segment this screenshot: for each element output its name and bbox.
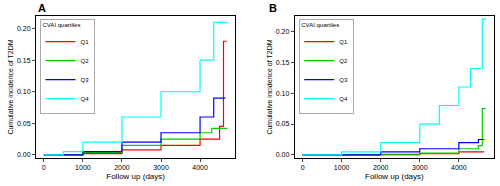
svg-text:Q3: Q3: [80, 77, 89, 83]
svg-text:0.20: 0.20: [17, 25, 31, 32]
svg-text:CVAI quartiles: CVAI quartiles: [42, 22, 80, 28]
svg-text:Q1: Q1: [339, 39, 348, 45]
svg-text:2000: 2000: [373, 164, 389, 171]
svg-text:Follow up (days): Follow up (days): [106, 172, 165, 181]
svg-text:0.10: 0.10: [276, 90, 290, 97]
svg-text:B: B: [269, 2, 277, 14]
svg-text:0.20: 0.20: [276, 28, 290, 35]
svg-text:3000: 3000: [412, 164, 428, 171]
svg-text:0.15: 0.15: [276, 59, 290, 66]
svg-text:Cumulative incidence of T2DM: Cumulative incidence of T2DM: [266, 39, 273, 134]
svg-text:0.10: 0.10: [17, 88, 31, 95]
svg-text:3000: 3000: [153, 164, 169, 171]
svg-text:0.05: 0.05: [17, 120, 31, 127]
svg-text:Q2: Q2: [339, 58, 348, 64]
svg-text:Follow up (days): Follow up (days): [365, 172, 424, 181]
svg-text:0: 0: [301, 164, 305, 171]
svg-text:Q4: Q4: [339, 96, 348, 102]
svg-text:0: 0: [42, 164, 46, 171]
svg-text:0.15: 0.15: [17, 57, 31, 64]
svg-text:Q4: Q4: [80, 96, 89, 102]
svg-text:1000: 1000: [75, 164, 91, 171]
svg-text:2000: 2000: [114, 164, 130, 171]
svg-text:Q3: Q3: [339, 77, 348, 83]
svg-text:Cumulative incidence of T2DM: Cumulative incidence of T2DM: [7, 39, 14, 134]
svg-text:1000: 1000: [334, 164, 350, 171]
svg-text:0.05: 0.05: [276, 120, 290, 127]
svg-text:Q1: Q1: [80, 39, 89, 45]
svg-text:CVAI quartiles: CVAI quartiles: [301, 22, 339, 28]
svg-text:4000: 4000: [192, 164, 208, 171]
svg-text:4000: 4000: [451, 164, 467, 171]
svg-text:Q2: Q2: [80, 58, 89, 64]
svg-text:A: A: [38, 2, 46, 14]
svg-text:0.00: 0.00: [17, 151, 31, 158]
svg-text:0.00: 0.00: [276, 151, 290, 158]
